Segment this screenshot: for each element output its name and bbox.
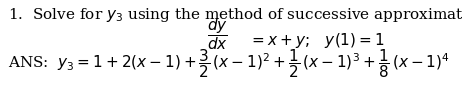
Text: $= x + y; \;\;\; y(1) = 1$: $= x + y; \;\;\; y(1) = 1$ bbox=[249, 31, 385, 50]
Text: ANS:  $y_3 = 1 + 2(x-1) + \dfrac{3}{2}\,(x-1)^2 + \dfrac{1}{2}\,(x-1)^3 + \dfrac: ANS: $y_3 = 1 + 2(x-1) + \dfrac{3}{2}\,(… bbox=[8, 47, 450, 80]
Text: 1.  Solve for $y_3$ using the method of successive approximation.: 1. Solve for $y_3$ using the method of s… bbox=[8, 6, 462, 24]
Text: $\dfrac{dy}{dx}$: $\dfrac{dy}{dx}$ bbox=[207, 17, 228, 53]
